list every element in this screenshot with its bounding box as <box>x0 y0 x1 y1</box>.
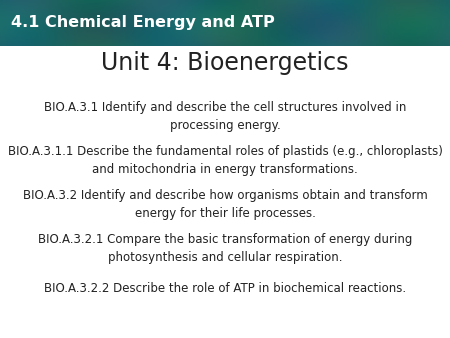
Text: BIO.A.3.1.1 Describe the fundamental roles of plastids (e.g., chloroplasts)
and : BIO.A.3.1.1 Describe the fundamental rol… <box>8 145 442 176</box>
Text: BIO.A.3.2.1 Compare the basic transformation of energy during
photosynthesis and: BIO.A.3.2.1 Compare the basic transforma… <box>38 233 412 264</box>
Text: 4.1 Chemical Energy and ATP: 4.1 Chemical Energy and ATP <box>11 15 275 30</box>
Bar <box>0 0 450 46</box>
Text: BIO.A.3.2.2 Describe the role of ATP in biochemical reactions.: BIO.A.3.2.2 Describe the role of ATP in … <box>44 283 406 295</box>
Text: BIO.A.3.2 Identify and describe how organisms obtain and transform
energy for th: BIO.A.3.2 Identify and describe how orga… <box>22 189 427 220</box>
Text: Unit 4: Bioenergetics: Unit 4: Bioenergetics <box>101 50 349 75</box>
Text: BIO.A.3.1 Identify and describe the cell structures involved in
processing energ: BIO.A.3.1 Identify and describe the cell… <box>44 101 406 132</box>
Bar <box>0 0 450 46</box>
